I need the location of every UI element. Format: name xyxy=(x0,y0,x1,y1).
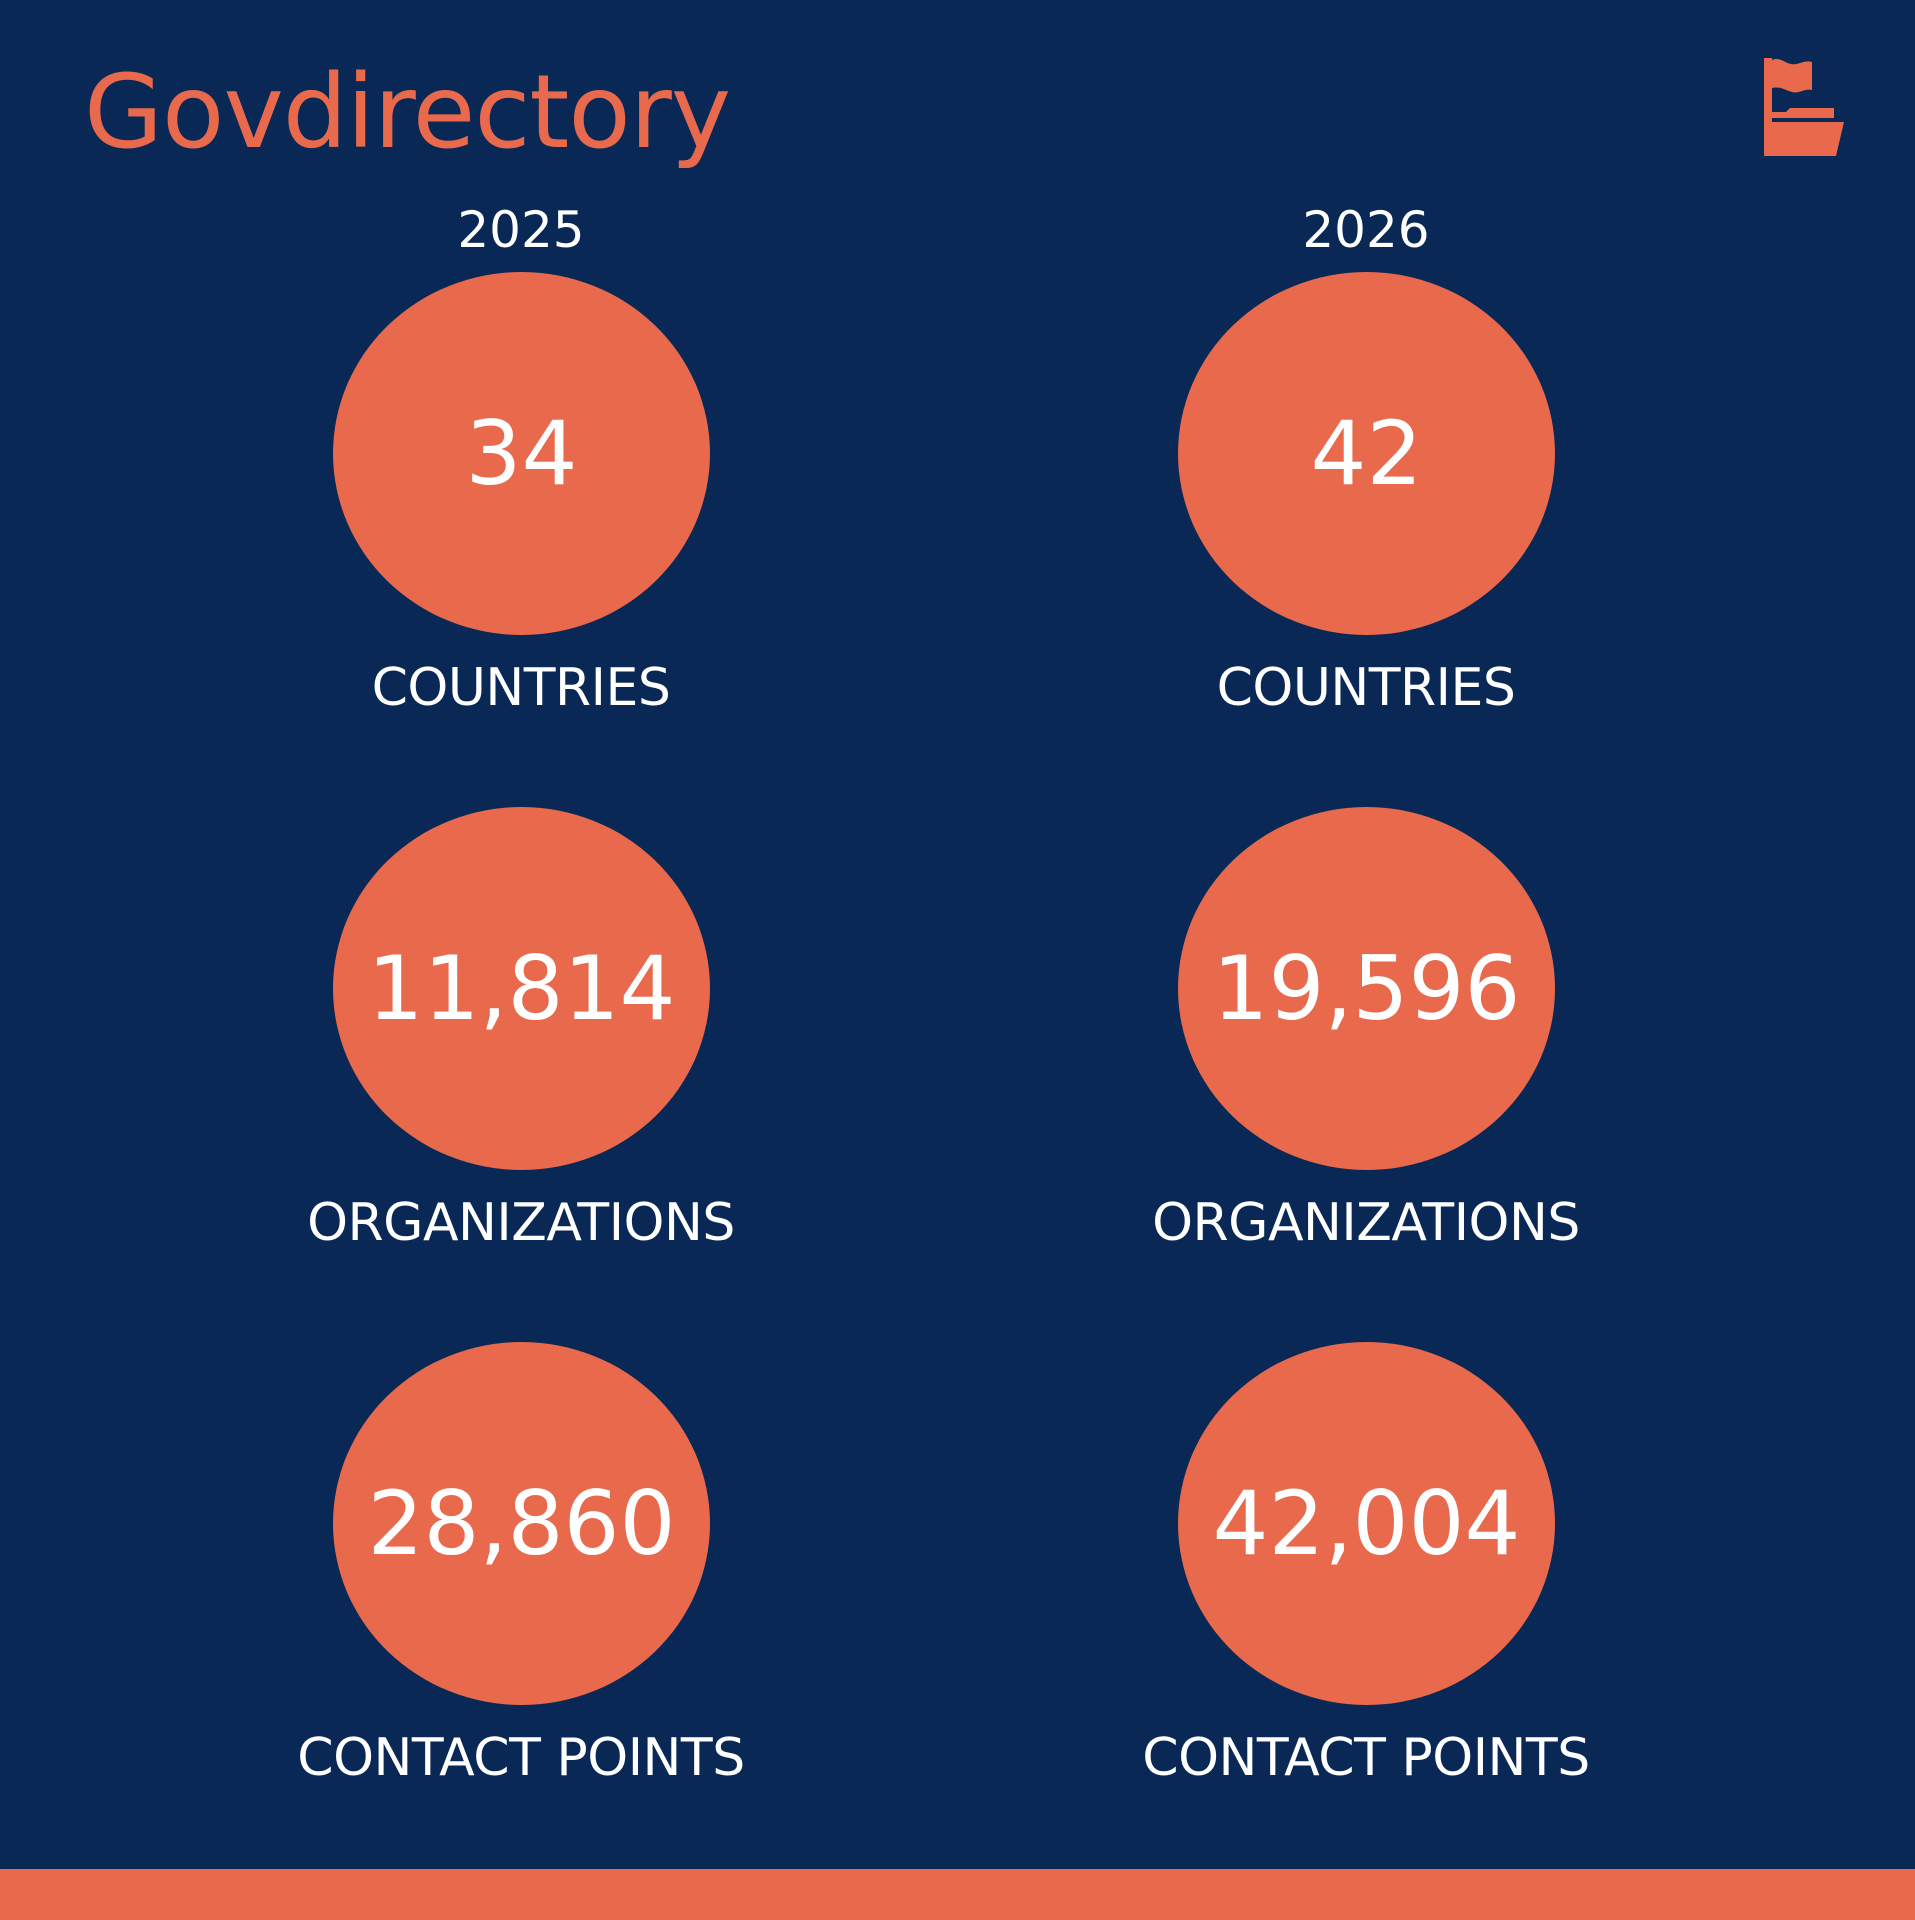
stat-circle-organizations: 11,814 xyxy=(333,807,710,1170)
stat-circle-organizations: 19,596 xyxy=(1178,807,1555,1170)
stat-label: CONTACT POINTS xyxy=(1142,1728,1590,1788)
stat-value: 28,860 xyxy=(367,1471,676,1575)
stat-label: COUNTRIES xyxy=(371,658,671,718)
stat-circle-contact-points: 42,004 xyxy=(1178,1342,1555,1705)
stat-value: 19,596 xyxy=(1212,936,1521,1040)
stat-label: CONTACT POINTS xyxy=(297,1728,745,1788)
page-title: Govdirectory xyxy=(84,53,731,172)
stat-value: 42,004 xyxy=(1212,1471,1521,1575)
stat-label: ORGANIZATIONS xyxy=(1152,1193,1580,1253)
stat-value: 34 xyxy=(465,401,578,505)
flag-folder-icon xyxy=(1764,58,1844,156)
footer-bar xyxy=(0,1869,1915,1920)
stat-circle-countries: 34 xyxy=(333,272,710,635)
stat-label: COUNTRIES xyxy=(1216,658,1516,718)
stat-value: 11,814 xyxy=(367,936,676,1040)
column-2025: 2025 34 COUNTRIES 11,814 ORGANIZATIONS 2… xyxy=(221,0,821,1820)
year-label: 2025 xyxy=(457,201,585,259)
column-2026: 2026 42 COUNTRIES 19,596 ORGANIZATIONS 4… xyxy=(1066,0,1666,1820)
stat-value: 42 xyxy=(1310,401,1423,505)
stat-circle-countries: 42 xyxy=(1178,272,1555,635)
year-label: 2026 xyxy=(1302,201,1430,259)
stat-circle-contact-points: 28,860 xyxy=(333,1342,710,1705)
stat-label: ORGANIZATIONS xyxy=(307,1193,735,1253)
